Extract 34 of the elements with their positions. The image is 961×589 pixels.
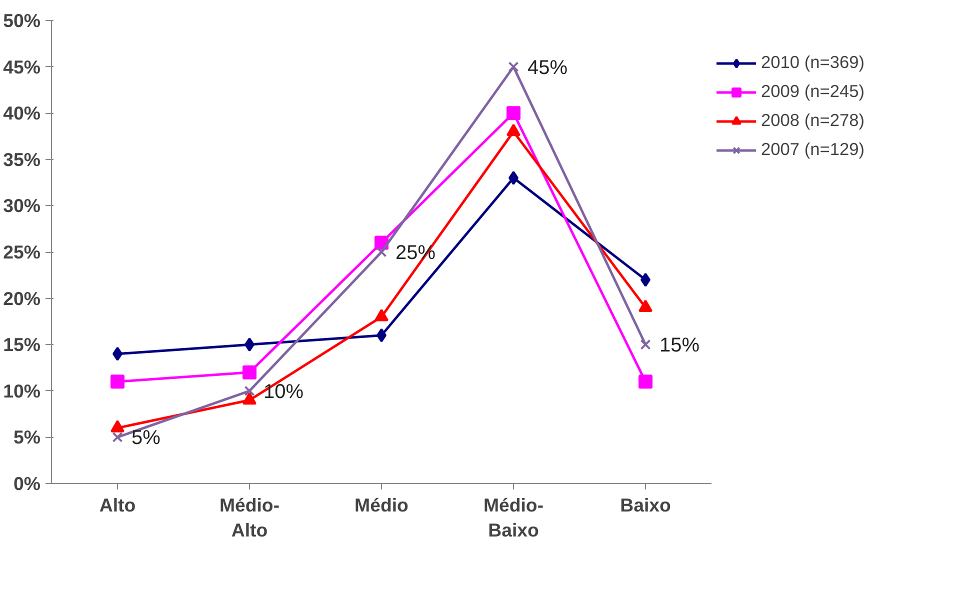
data-label: 10% bbox=[264, 380, 304, 403]
x-tick-label: Médio- Baixo bbox=[483, 494, 544, 541]
y-tick-label: 15% bbox=[3, 334, 41, 356]
data-label: 15% bbox=[660, 334, 700, 357]
y-tick-label: 50% bbox=[3, 10, 41, 31]
y-tick-label: 5% bbox=[14, 426, 41, 448]
y-tick-label: 35% bbox=[3, 148, 41, 170]
y-tick-label: 10% bbox=[3, 380, 41, 402]
point bbox=[112, 432, 123, 442]
y-tick-label: 30% bbox=[3, 195, 41, 216]
data-label: 45% bbox=[528, 56, 568, 79]
point bbox=[638, 300, 652, 312]
legend-label: 2008 (n=278) bbox=[761, 110, 865, 131]
point bbox=[244, 386, 255, 396]
legend-label: 2007 (n=129) bbox=[761, 139, 865, 160]
y-tick-label: 45% bbox=[3, 56, 41, 78]
point bbox=[242, 365, 256, 380]
y-tick-label: 20% bbox=[3, 288, 41, 309]
x-tick-label: Alto bbox=[99, 494, 136, 516]
point bbox=[638, 374, 652, 389]
y-tick-label: 0% bbox=[14, 473, 41, 494]
data-label: 5% bbox=[132, 427, 161, 450]
y-tick-label: 25% bbox=[3, 242, 41, 262]
x-tick-label: Baixo bbox=[620, 494, 671, 516]
x-tick-label: Médio bbox=[354, 494, 408, 516]
point bbox=[110, 374, 124, 389]
point bbox=[640, 339, 651, 350]
y-tick-label: 40% bbox=[3, 102, 41, 124]
legend-label: 2009 (n=245) bbox=[761, 81, 865, 102]
point bbox=[376, 246, 387, 258]
point bbox=[508, 62, 519, 72]
point bbox=[506, 106, 520, 120]
legend-label: 2010 (n=369) bbox=[761, 52, 865, 73]
x-tick-label: Médio- Alto bbox=[219, 494, 280, 541]
